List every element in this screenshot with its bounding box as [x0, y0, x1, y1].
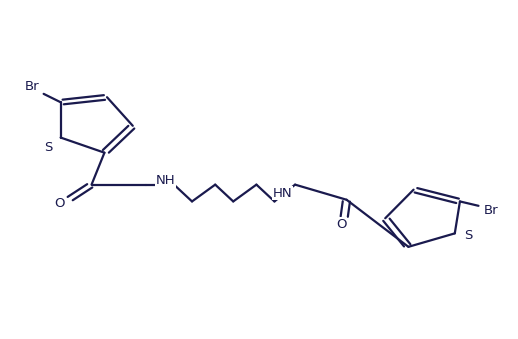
Text: S: S: [45, 141, 53, 154]
Text: NH: NH: [156, 174, 176, 187]
Text: O: O: [336, 218, 347, 231]
Text: S: S: [464, 228, 472, 242]
Text: HN: HN: [273, 186, 293, 200]
Text: Br: Br: [483, 204, 498, 217]
Text: O: O: [54, 197, 64, 210]
Text: Br: Br: [25, 80, 39, 93]
